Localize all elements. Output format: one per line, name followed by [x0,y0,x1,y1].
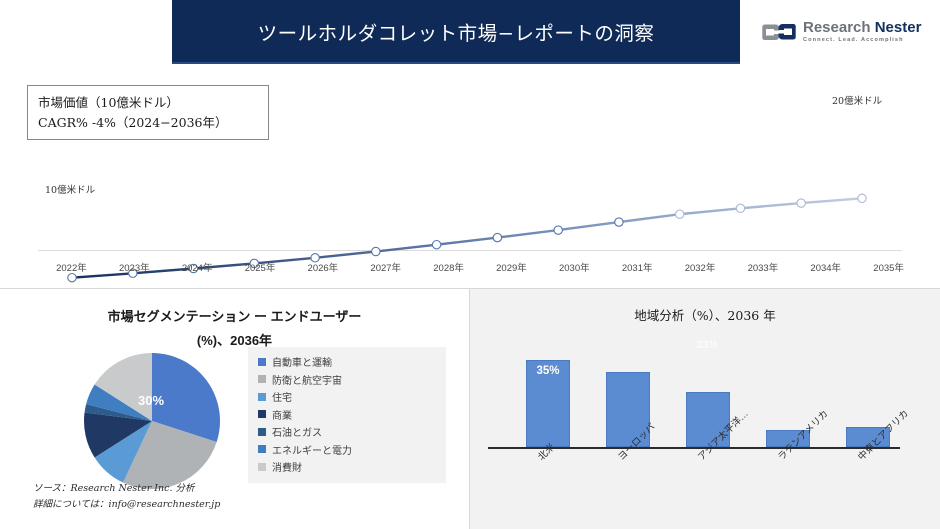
logo-name-nester: Nester [874,19,922,37]
cagr-label: CAGR% -4%（2024−2036年） [38,114,228,130]
bar-column: 35% [526,359,570,447]
legend-swatch-icon [258,410,266,419]
x-axis-tick-label: 2034年 [810,263,842,274]
legend-label: 住宅 [272,393,292,405]
bar-value-label-floating: 33% [696,339,719,351]
line-data-point [553,225,563,235]
legend-item: 防衛と航空宇宙 [258,371,438,389]
bar-chart-plot: 35% 33% [508,339,908,447]
x-axis-tick-label: 2029年 [496,263,527,274]
x-axis-tick-label: 2031年 [621,263,653,274]
logo-mark-icon [762,19,796,45]
bar-value-label: 35% [536,364,560,377]
bar-column [606,372,650,447]
pie-slice [84,404,152,421]
logo-name-research: Research [803,19,871,37]
source-line2: 詳細については：info@researchnester.jp [33,498,221,510]
bar-chart-category-labels: 北米 ヨーロッパ アジア太平洋… ラテンアメリカ 中東とアフリカ [508,408,911,523]
line-data-point [614,217,624,227]
pie-slice [84,412,152,458]
bar-column [766,429,810,447]
header-banner: ツールホルダコレット市場−レポートの洞察 [172,0,740,62]
line-end-value-label: 20億米ドル [832,96,883,107]
logo-tagline: Connect. Lead. Accomplish [803,37,904,44]
legend-item: 商業 [258,406,438,424]
page-title: ツールホルダコレット市場−レポートの洞察 [257,21,655,45]
legend-label: エネルギーと電力 [272,445,352,457]
source-note: ソース：Research Nester Inc. 分析 詳細については：info… [33,481,220,512]
bar-column [686,392,730,447]
legend-label: 防衛と航空宇宙 [272,375,342,387]
line-data-point [249,258,260,269]
regional-analysis-panel: 地域分析（%）、2036 年 35% 33% 北米 ヨーロッパ アジア太平洋… ラテンア… [470,289,940,529]
legend-item: エネルギーと電力 [258,441,438,459]
line-data-point [674,209,685,219]
line-data-point [492,232,503,243]
x-axis-tick-label: 2030年 [558,263,590,274]
pie-chart-legend: 自動車と運輸 防衛と航空宇宙 住宅商業石油とガスエネルギーと電力 消費財 [248,347,446,483]
line-data-point [431,239,442,250]
legend-item: 石油とガス [258,423,438,441]
legend-item: 住宅 [258,388,438,406]
pie-slice [94,421,152,483]
line-data-point [310,253,320,263]
x-axis-tick-label: 2023年 [118,263,150,274]
vertical-divider [469,289,470,529]
research-nester-logo: Research Nester Connect. Lead. Accomplis… [762,14,932,50]
x-axis-tick-label: 2028年 [433,263,464,274]
line-data-point [188,263,199,274]
pie-slice [152,353,220,443]
x-axis-tick-label: 2024年 [181,263,213,274]
line-data-point [67,272,77,283]
pie-title-line1: 市場セグメンテーション ー エンドユーザー [107,309,362,324]
x-axis-tick-label: 2025年 [244,263,276,274]
logo-text: Research Nester Connect. Lead. Accomplis… [803,20,921,44]
line-data-point [857,193,867,204]
end-user-segmentation-panel: 市場セグメンテーション ー エンドユーザー (%)、2036年 30% 自動車と… [0,289,469,529]
legend-item: 自動車と運輸 [258,353,438,371]
line-data-point [128,268,138,279]
legend-swatch-icon [258,375,266,384]
x-axis-tick-label: 2027年 [370,263,402,274]
legend-swatch-icon [258,357,266,366]
market-value-legend-box: 市場価値（10億米ドル） CAGR% -4%（2024−2036年） [27,85,269,140]
pie-slice [94,353,152,421]
pie-chart-plot [72,351,232,491]
line-chart-x-axis-labels: 2022年 2023年 2024年 2025年 2026年 2027年 2028年 2029年… [40,254,920,280]
x-axis-tick-label: 2026年 [307,263,339,274]
legend-label: 消費財 [272,463,302,475]
legend-label: 自動車と運輸 [272,358,332,370]
legend-swatch-icon [258,462,266,471]
horizontal-divider [0,288,940,289]
line-chart-plot [38,193,902,283]
line-data-point [371,246,381,257]
x-axis-tick-label: 2033年 [747,263,779,274]
legend-swatch-icon [258,392,266,401]
legend-item: 消費財 [258,458,438,476]
pie-slice [123,421,217,489]
legend-swatch-icon [258,427,266,436]
legend-label: 商業 [272,410,292,422]
line-data-point [796,198,806,208]
legend-swatch-icon [258,445,266,454]
bar-chart-title: 地域分析（%）、2036 年 [634,308,776,323]
source-line1: ソース：Research Nester Inc. 分析 [33,483,195,494]
x-axis-tick-label: 2035年 [873,263,904,274]
pie-slice-label: 30% [138,393,165,408]
pie-slice [86,384,152,421]
line-data-point [735,203,746,214]
x-axis-tick-label: 2032年 [684,263,716,274]
market-value-label: 市場価値（10億米ドル） [38,95,179,111]
bar-column [846,427,890,447]
x-axis-tick-label: 2022年 [56,263,87,274]
legend-label: 石油とガス [272,428,322,440]
market-value-line-chart: 市場価値（10億米ドル） CAGR% -4%（2024−2036年） 10億米ド… [0,62,940,288]
line-start-value-label: 10億米ドル [45,185,96,196]
pie-title-line2: (%)、2036年 [196,333,273,349]
bar-chart-baseline [488,447,900,449]
pie-chart-title: 市場セグメンテーション ー エンドユーザー (%)、2036年 [0,305,469,353]
